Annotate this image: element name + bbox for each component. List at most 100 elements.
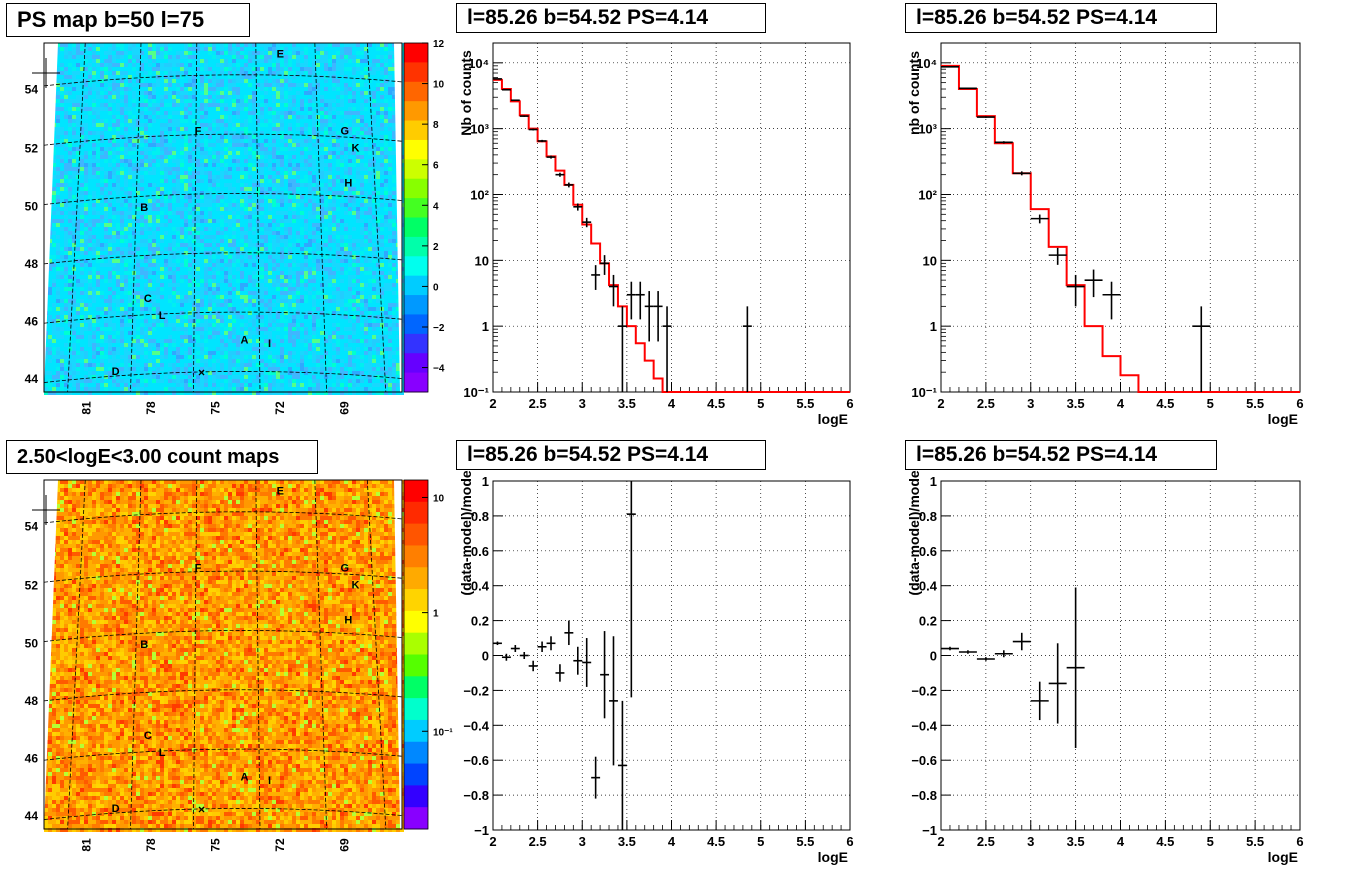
map-pixel [336,163,340,167]
map-pixel [316,175,320,179]
map-pixel [200,135,204,139]
map-pixel [300,127,304,131]
map-pixel [132,95,136,99]
map-pixel [248,71,252,75]
map-pixel [96,159,100,163]
map-pixel [92,63,96,67]
map-pixel [192,75,196,79]
map-pixel [56,127,60,131]
map-pixel [180,63,184,67]
map-pixel [112,211,116,215]
map-pixel [172,79,176,83]
map-pixel [216,259,220,263]
map-pixel [344,147,348,151]
map-pixel [124,79,128,83]
map-pixel [200,55,204,59]
map-pixel [240,99,244,103]
map-pixel [380,179,384,183]
map-pixel [156,91,160,95]
map-pixel [248,67,252,71]
map-pixel [116,211,120,215]
map-pixel [180,127,184,131]
map-pixel [340,119,344,123]
map-pixel [268,219,272,223]
map-pixel [116,231,120,235]
map-pixel [184,71,188,75]
map-pixel [68,59,72,63]
map-pixel [172,55,176,59]
map-pixel [96,43,100,47]
map-pixel [92,231,96,235]
map-pixel [88,127,92,131]
map-pixel [108,215,112,219]
map-pixel [352,123,356,127]
map-pixel [388,119,392,123]
map-pixel [64,131,68,135]
map-pixel [204,131,208,135]
map-pixel [296,79,300,83]
map-pixel [276,67,280,71]
map-pixel [284,159,288,163]
map-pixel [72,111,76,115]
map-pixel [288,147,292,151]
map-pixel [264,243,268,247]
map-pixel [296,207,300,211]
map-pixel [216,127,220,131]
map-pixel [200,223,204,227]
map-pixel [320,159,324,163]
map-pixel [168,219,172,223]
map-pixel [64,239,68,243]
map-pixel [112,155,116,159]
map-pixel [324,175,328,179]
map-pixel [360,107,364,111]
map-pixel [380,131,384,135]
map-pixel [336,223,340,227]
map-pixel [216,247,220,251]
map-pixel [312,119,316,123]
map-pixel [184,111,188,115]
map-pixel [148,147,152,151]
map-pixel [312,255,316,259]
map-pixel [356,103,360,107]
map-pixel [132,203,136,207]
map-pixel [200,147,204,151]
map-pixel [188,219,192,223]
map-pixel [260,139,264,143]
map-pixel [52,143,56,147]
map-pixel [284,83,288,87]
map-pixel [280,111,284,115]
map-pixel [320,175,324,179]
map-pixel [256,179,260,183]
map-pixel [52,247,56,251]
map-pixel [312,195,316,199]
map-pixel [224,263,228,267]
map-pixel [284,63,288,67]
map-pixel [284,95,288,99]
map-pixel [60,179,64,183]
map-pixel [356,147,360,151]
map-pixel [240,171,244,175]
map-pixel [392,135,396,139]
map-pixel [56,219,60,223]
map-pixel [380,231,384,235]
map-pixel [136,171,140,175]
map-pixel [380,203,384,207]
map-pixel [376,159,380,163]
map-pixel [188,223,192,227]
map-pixel [268,155,272,159]
map-pixel [156,119,160,123]
map-pixel [292,159,296,163]
map-pixel [148,155,152,159]
map-pixel [180,51,184,55]
map-pixel [256,259,260,263]
map-pixel [92,147,96,151]
map-pixel [144,131,148,135]
map-pixel [360,159,364,163]
map-pixel [216,63,220,67]
map-pixel [340,43,344,47]
map-pixel [80,143,84,147]
map-pixel [244,223,248,227]
map-pixel [144,127,148,131]
map-pixel [160,51,164,55]
map-pixel [332,143,336,147]
